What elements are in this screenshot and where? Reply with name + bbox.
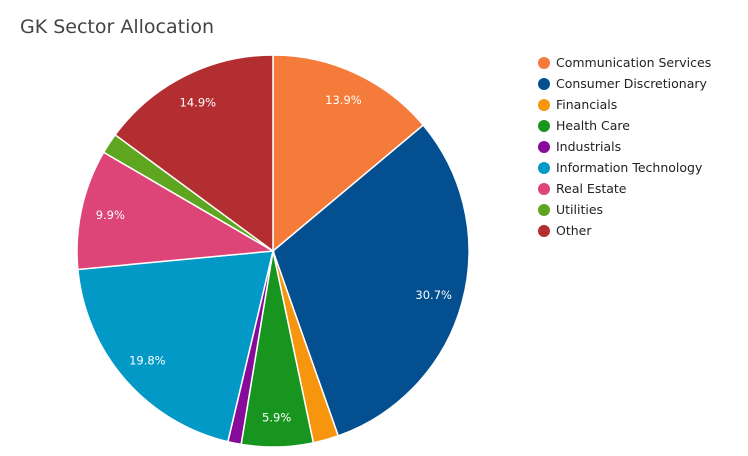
pie-slice-consumer-discretionary[interactable] (272, 124, 470, 437)
legend-label: Other (556, 223, 592, 238)
legend-label: Information Technology (556, 160, 703, 175)
legend-item-communication-services[interactable]: Communication Services (538, 52, 711, 73)
pie-slices (76, 54, 470, 448)
data-label-communication-services: 13.9% (325, 93, 362, 107)
legend-label: Real Estate (556, 181, 627, 196)
legend-item-other[interactable]: Other (538, 220, 711, 241)
pie-slice-information-technology[interactable] (77, 250, 274, 443)
legend-label: Utilities (556, 202, 604, 217)
legend-swatch (538, 56, 550, 69)
legend: Communication Services Consumer Discretio… (538, 52, 711, 241)
legend-item-financials[interactable]: Financials (538, 94, 711, 115)
legend-item-real-estate[interactable]: Real Estate (538, 178, 711, 199)
legend-swatch (538, 140, 550, 153)
legend-label: Health Care (556, 118, 630, 133)
data-label-other: 14.9% (180, 95, 217, 109)
legend-item-consumer-discretionary[interactable]: Consumer Discretionary (538, 73, 711, 94)
pie-slice-other[interactable] (114, 54, 274, 253)
data-label-consumer-discretionary: 30.7% (415, 288, 452, 302)
chart-title: GK Sector Allocation (20, 16, 215, 38)
pie-data-labels: 13.9% 30.7% 5.9% 19.8% 9.9% 14.9% (96, 93, 452, 425)
legend-item-utilities[interactable]: Utilities (538, 199, 711, 220)
legend-item-industrials[interactable]: Industrials (538, 136, 711, 157)
data-label-real-estate: 9.9% (96, 208, 125, 222)
legend-swatch (538, 224, 550, 237)
legend-swatch (538, 98, 550, 111)
pie-slice-communication-services[interactable] (272, 54, 425, 253)
legend-swatch (538, 161, 550, 174)
data-label-health-care: 5.9% (262, 411, 291, 425)
legend-label: Financials (556, 97, 618, 112)
legend-swatch (538, 182, 550, 195)
data-label-information-technology: 19.8% (129, 353, 166, 367)
legend-item-health-care[interactable]: Health Care (538, 115, 711, 136)
legend-swatch (538, 77, 550, 90)
pie-slice-real-estate[interactable] (76, 151, 276, 271)
legend-swatch (538, 119, 550, 132)
legend-label: Consumer Discretionary (556, 76, 707, 91)
legend-label: Industrials (556, 139, 622, 154)
legend-swatch (538, 203, 550, 216)
legend-label: Communication Services (556, 55, 712, 70)
legend-item-information-technology[interactable]: Information Technology (538, 157, 711, 178)
